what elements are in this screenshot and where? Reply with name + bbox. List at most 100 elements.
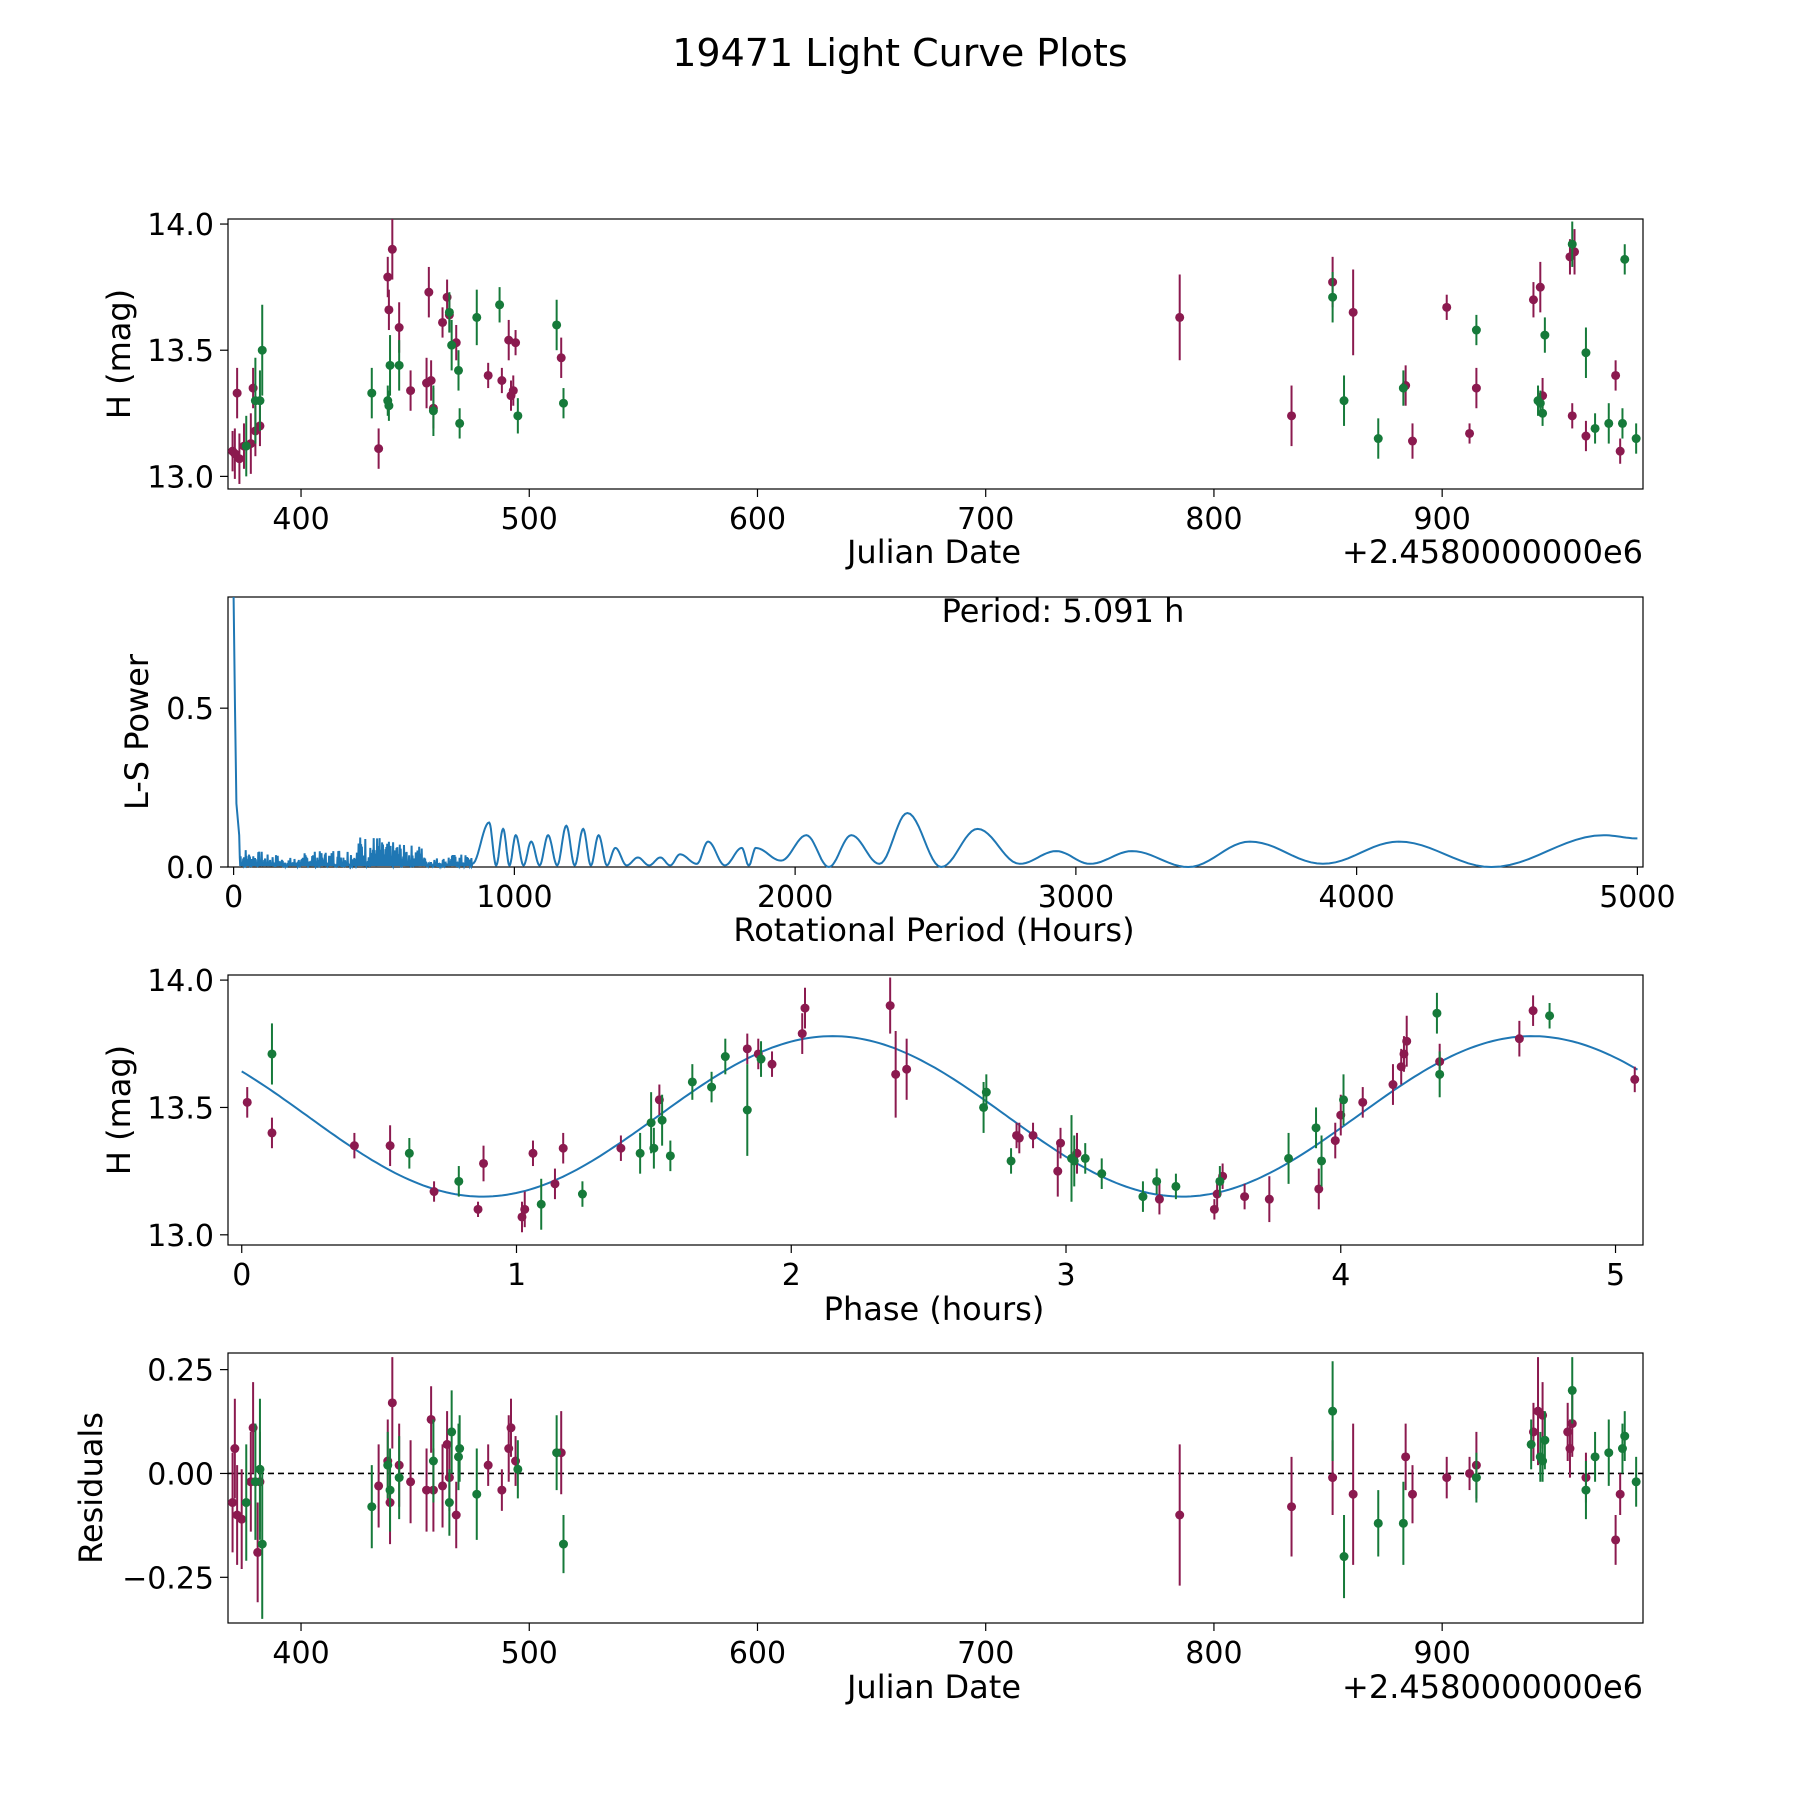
lc-green-point (367, 388, 377, 398)
lc-maroon-point (424, 287, 434, 297)
phased-curve-ticks: 0 1 2 3 4 5 13.0 13.5 14.0 (147, 964, 1625, 1293)
periodogram-axes-frame (227, 596, 1644, 868)
lc-maroon-point (497, 375, 507, 385)
phase-maroon-point (1358, 1097, 1368, 1107)
phase-maroon-point (1240, 1192, 1250, 1202)
lc-maroon-point (1442, 302, 1452, 312)
lc-green-point (1328, 292, 1338, 302)
res-green-point (552, 1448, 562, 1458)
lc-maroon-point (384, 305, 394, 315)
res-maroon-point (1328, 1473, 1338, 1483)
lc-maroon-point (394, 323, 404, 333)
phase-xtick-label: 4 (1331, 1258, 1350, 1293)
lc-maroon-point (1175, 312, 1185, 322)
phase-xtick-label: 1 (507, 1258, 526, 1293)
phase-maroon-point (742, 1044, 752, 1054)
phase-maroon-point (767, 1059, 777, 1069)
phase-maroon-point (479, 1158, 489, 1168)
lc-green-point (1398, 383, 1408, 393)
lc-green-point (1590, 423, 1600, 433)
phase-green-point (536, 1199, 546, 1209)
lc-green-point (384, 401, 394, 411)
light-curve-xlabel: Julian Date (845, 533, 1021, 571)
phased-curve-xlabel: Phase (hours) (824, 1290, 1045, 1328)
ls-xtick-label: 0 (224, 880, 243, 915)
res-xtick-label: 600 (729, 1636, 786, 1671)
lc-green-point (1617, 418, 1627, 428)
ls-ytick-label: 0.0 (166, 851, 214, 886)
res-green-point (1526, 1439, 1536, 1449)
lc-green-point (454, 365, 464, 375)
res-green-point (385, 1485, 395, 1495)
lc-maroon-point (1611, 370, 1621, 380)
period-annotation: Period: 5.091 h (942, 592, 1185, 630)
phase-green-point (646, 1118, 656, 1128)
phase-maroon-point (797, 1029, 807, 1039)
phase-green-point (707, 1082, 717, 1092)
res-maroon-point (1407, 1489, 1417, 1499)
phase-maroon-point (902, 1064, 912, 1074)
res-green-point (1590, 1452, 1600, 1462)
res-green-point (1540, 1435, 1550, 1445)
lc-maroon-point (383, 272, 393, 282)
lc-maroon-point (556, 353, 566, 363)
res-green-point (444, 1498, 454, 1508)
phased-curve-axes-frame (227, 974, 1644, 1246)
phase-maroon-point (616, 1143, 626, 1153)
res-green-point (472, 1489, 482, 1499)
lc-maroon-point (1615, 446, 1625, 456)
lc-green-point (472, 312, 482, 322)
res-maroon-point (483, 1460, 493, 1470)
res-maroon-point (237, 1514, 247, 1524)
phase-maroon-point (528, 1148, 538, 1158)
phase-ytick-label: 14.0 (147, 964, 214, 999)
phase-green-point (1171, 1181, 1181, 1191)
lc-green-point (1620, 254, 1630, 264)
res-maroon-point (1401, 1452, 1411, 1462)
phased-curve-plot (241, 977, 1640, 1233)
residuals-xlabel: Julian Date (845, 1668, 1021, 1706)
light-curve-ticks: 400 500 600 700 800 900 13.0 13.5 14.0 (147, 208, 1471, 537)
phase-xtick-label: 5 (1606, 1258, 1625, 1293)
res-ytick-label: 0.25 (147, 1354, 214, 1389)
phase-maroon-point (558, 1143, 568, 1153)
phase-maroon-point (473, 1204, 483, 1214)
phase-green-point (267, 1049, 277, 1059)
residuals-ylabel: Residuals (72, 1412, 110, 1564)
lc-maroon-point (1581, 431, 1591, 441)
lc-maroon-point (374, 444, 384, 454)
lc-green-point (394, 360, 404, 370)
lc-green-point (558, 398, 568, 408)
lc-green-point (455, 418, 465, 428)
res-green-point (1339, 1552, 1349, 1562)
periodogram-line (232, 596, 1638, 870)
phase-green-point (1006, 1156, 1016, 1166)
res-maroon-point (1442, 1473, 1452, 1483)
phase-maroon-point (885, 1001, 895, 1011)
phase-green-point (1138, 1192, 1148, 1202)
res-green-point (1620, 1431, 1630, 1441)
lc-green-point (257, 345, 267, 355)
lc-green-point (241, 441, 251, 451)
lc-green-point (1567, 239, 1577, 249)
res-maroon-point (1465, 1468, 1475, 1478)
lc-xtick-label: 600 (729, 502, 786, 537)
res-maroon-point (1175, 1510, 1185, 1520)
phase-maroon-point (1630, 1074, 1640, 1084)
phase-green-point (1435, 1069, 1445, 1079)
lc-maroon-point (406, 386, 416, 396)
light-curve-offset-label: +2.4580000000e6 (1342, 533, 1643, 571)
phase-green-point (1080, 1153, 1090, 1163)
lc-maroon-point (234, 454, 244, 464)
res-green-point (241, 1498, 251, 1508)
phase-maroon-point (1514, 1034, 1524, 1044)
lc-green-point (1373, 434, 1383, 444)
phase-maroon-point (1264, 1194, 1274, 1204)
light-curve-axes-frame (227, 218, 1644, 490)
phase-maroon-point (242, 1097, 252, 1107)
lc-maroon-point (1348, 307, 1358, 317)
lc-maroon-point (426, 375, 436, 385)
res-maroon-point (1611, 1535, 1621, 1545)
res-maroon-point (253, 1547, 263, 1557)
